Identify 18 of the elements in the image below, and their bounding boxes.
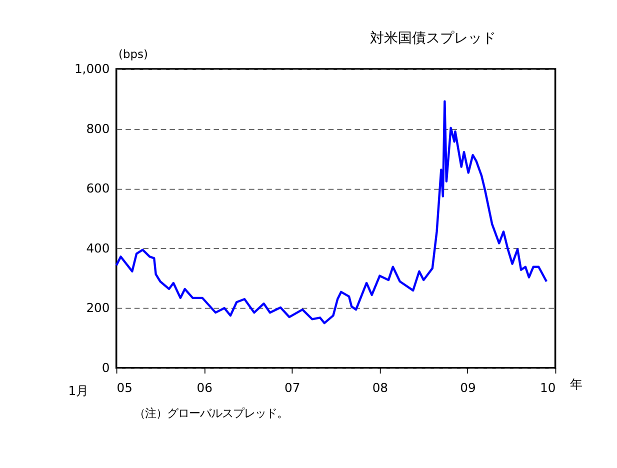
x-tick-label: 05 xyxy=(116,381,132,396)
y-tick-label: 0 xyxy=(102,360,110,375)
chart-title: 対米国債スプレッド xyxy=(370,30,496,47)
line-series xyxy=(115,100,548,324)
y-tick-label: 800 xyxy=(86,122,110,136)
x-axis-title: 年 xyxy=(570,378,582,392)
y-tick-label: 400 xyxy=(86,241,110,256)
x-tick-label: 08 xyxy=(372,381,388,396)
text: 1月 xyxy=(68,384,88,398)
y-tick-label: 1,000 xyxy=(74,62,110,76)
y-tick-label: 600 xyxy=(86,182,110,196)
x-tick-label: 10 xyxy=(540,381,556,396)
y-axis-title: (bps) xyxy=(118,47,148,62)
x-tick-label: 07 xyxy=(284,381,300,396)
text: （注）グローバルスプレッド。 xyxy=(134,406,288,420)
x-tick-label: 06 xyxy=(196,381,213,396)
x-tick-label: 09 xyxy=(460,381,476,396)
y-tick-label: 200 xyxy=(86,301,110,316)
